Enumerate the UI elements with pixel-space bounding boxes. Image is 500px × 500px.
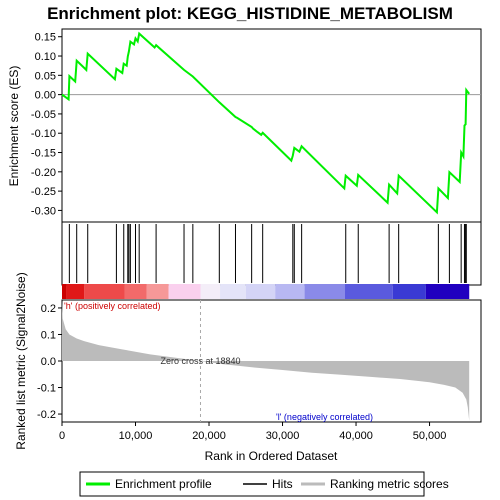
heat-bar-segment (345, 284, 393, 299)
x-tick-label: 0 (59, 430, 65, 442)
legend-metric-label: Ranking metric scores (330, 477, 449, 491)
es-y-tick-label: -0.15 (31, 148, 56, 160)
es-panel: 0.15 0.10 0.05 0.00 -0.05 -0.10 -0.15 -0.20 -0.2… (7, 28, 482, 223)
x-tick-label: 30,000 (266, 430, 300, 442)
heat-bar-segment (200, 284, 221, 299)
x-tick-label: 50,000 (413, 430, 447, 442)
metric-y-tick-label: -0.2 (37, 409, 56, 421)
hits-panel (61, 221, 482, 299)
ranking-heat-bar (62, 284, 470, 299)
es-y-tick-label: -0.20 (31, 167, 56, 179)
x-tick-label: 20,000 (192, 430, 226, 442)
negative-correlation-label: 'l' (negatively correlated) (276, 412, 373, 422)
es-y-tick-label: 0.00 (35, 90, 56, 102)
metric-y-tick-label: 0.0 (41, 356, 56, 368)
heat-bar-segment (84, 284, 125, 299)
x-axis: 0 10,000 20,000 30,000 40,000 50,000 (59, 422, 446, 442)
heat-bar-segment (275, 284, 305, 299)
es-y-tick-label: -0.25 (31, 186, 56, 198)
metric-panel: Zero cross at 18840 'h' (positively corr… (14, 272, 482, 463)
zero-cross-label: Zero cross at 18840 (160, 356, 240, 366)
heat-bar-segment (66, 284, 85, 299)
es-y-axis: 0.15 0.10 0.05 0.00 -0.05 -0.10 -0.15 -0.20 -0.2… (31, 32, 62, 217)
hits-frame (61, 221, 482, 286)
heat-bar-segment (220, 284, 246, 299)
es-y-tick-label: 0.10 (35, 51, 56, 63)
es-y-tick-label: 0.05 (35, 70, 56, 82)
metric-y-tick-label: 0.1 (41, 329, 56, 341)
legend-profile-label: Enrichment profile (115, 477, 212, 491)
heat-bar-segment (425, 284, 470, 299)
legend: Enrichment profile Hits Ranking metric s… (79, 471, 449, 497)
heat-bar-segment (124, 284, 147, 299)
heat-bar-segment (168, 284, 201, 299)
es-y-tick-label: 0.15 (35, 32, 56, 44)
heat-bar-segment (304, 284, 346, 299)
x-tick-label: 40,000 (339, 430, 373, 442)
positive-correlation-label: 'h' (positively correlated) (64, 301, 160, 311)
es-y-tick-label: -0.10 (31, 128, 56, 140)
enrichment-profile-line (61, 31, 470, 215)
es-y-tick-label: -0.30 (31, 205, 56, 217)
chart-title: Enrichment plot: KEGG_HISTIDINE_METABOLI… (47, 4, 453, 23)
es-plot-frame (61, 28, 482, 223)
ranking-metric-area (62, 301, 470, 421)
heat-bar-segment (392, 284, 426, 299)
metric-y-tick-label: -0.1 (37, 383, 56, 395)
x-tick-label: 10,000 (119, 430, 153, 442)
legend-hits-label: Hits (272, 477, 293, 491)
metric-y-axis: 0.2 0.1 0.0 -0.1 -0.2 (37, 303, 62, 421)
metric-y-tick-label: 0.2 (41, 303, 56, 315)
es-y-tick-label: -0.05 (31, 109, 56, 121)
heat-bar-segment (146, 284, 169, 299)
metric-y-label: Ranked list metric (Signal2Noise) (14, 272, 28, 449)
hit-marks (68, 224, 467, 283)
heat-bar-segment (62, 284, 67, 299)
heat-bar-segment (245, 284, 276, 299)
x-axis-label: Rank in Ordered Dataset (205, 449, 338, 463)
es-y-label: Enrichment score (ES) (7, 66, 21, 187)
